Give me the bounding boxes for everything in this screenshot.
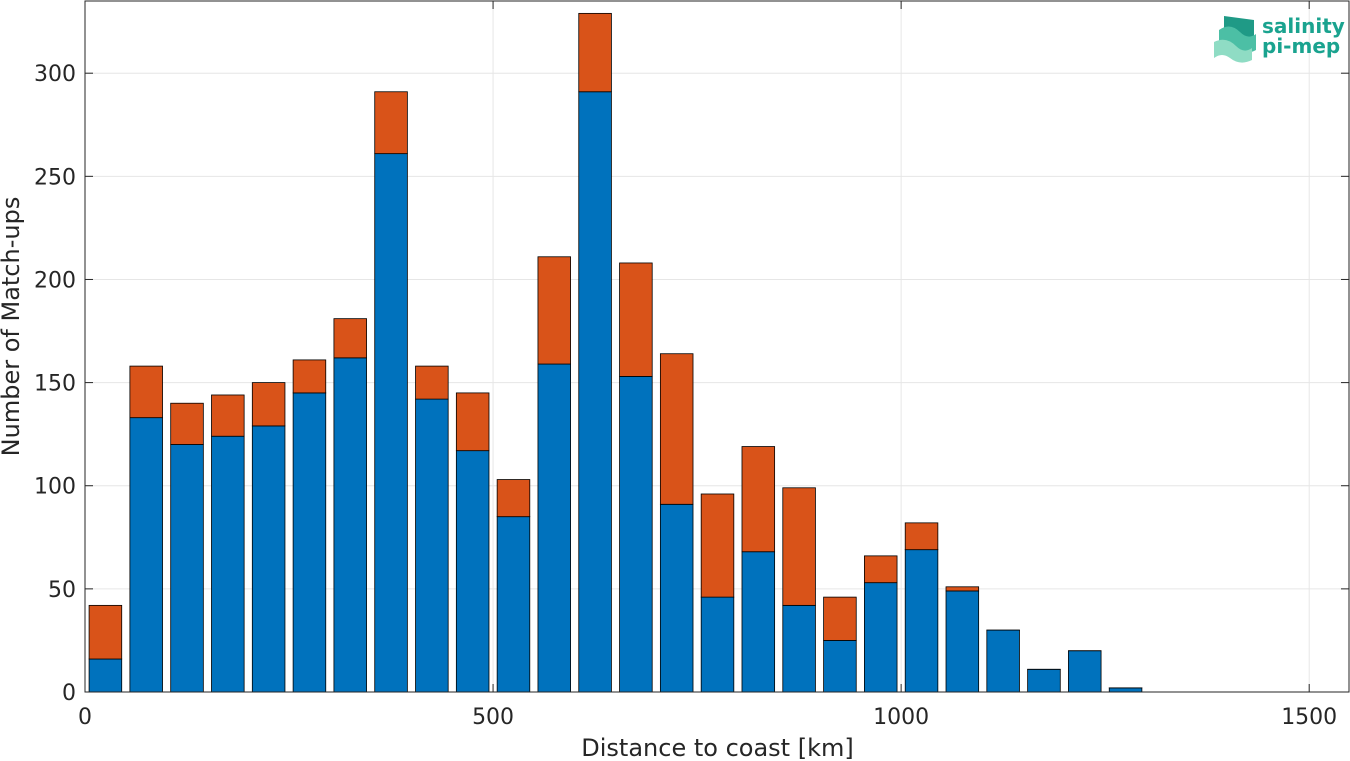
bar-series-1-bin-375 [374,153,408,693]
bar-series-1-bin-1275 [1108,687,1143,693]
bar-series-2-bin-925 [823,596,857,641]
wave-logo-icon [1214,16,1256,63]
bar-series-1-bin-1025 [904,549,939,693]
bar-series-2-bin-25 [88,604,123,660]
bar-series-2-bin-375 [374,91,408,155]
x-tick-label: 500 [472,705,514,730]
bar-series-2-bin-525 [496,479,531,518]
bar-series-1-bin-925 [823,640,857,693]
bar-series-1-bin-1125 [986,629,1020,693]
bar-series-1-bin-325 [333,357,367,693]
y-tick-label: 150 [34,372,76,397]
bar-series-2-bin-225 [251,382,286,427]
bar-series-1-bin-1075 [945,590,980,693]
bar-series-2-bin-575 [537,256,571,365]
bar-series-1-bin-575 [537,363,571,693]
bar-series-1-bin-75 [129,417,163,693]
bar-series-1-bin-225 [251,425,286,693]
bar-series-2-bin-275 [292,359,327,394]
bar-series-2-bin-425 [415,365,449,400]
bar-series-2-bin-975 [864,555,898,584]
bar-series-2-bin-325 [333,318,367,359]
bar-series-2-bin-825 [741,446,776,553]
y-tick-label: 50 [48,578,76,603]
bar-series-1-bin-825 [741,551,776,693]
bar-series-2-bin-1025 [904,522,939,551]
salinity-pi-mep-logo: salinity pi-mep [1214,14,1345,63]
bar-series-1-bin-625 [578,91,612,693]
bar-series-1-bin-525 [496,516,531,693]
x-tick-label: 0 [78,705,92,730]
bar-series-1-bin-875 [782,604,816,693]
x-tick-label: 1000 [873,705,929,730]
bar-series-2-bin-625 [578,12,612,93]
logo-text-salinity: salinity [1262,14,1345,38]
y-tick-label: 250 [34,165,76,190]
y-tick-label: 100 [34,475,76,500]
bar-series-2-bin-775 [700,493,735,598]
bar-series-1-bin-975 [864,582,898,693]
bar-series-1-bin-475 [455,450,490,693]
bar-series-1-bin-175 [211,435,245,693]
x-tick-label: 1500 [1281,705,1337,730]
bar-series-2-bin-725 [659,353,694,505]
bar-series-2-bin-75 [129,365,163,419]
bar-series-2-bin-875 [782,487,816,606]
bar-series-1-bin-275 [292,392,327,693]
bar-series-1-bin-425 [415,398,449,693]
bar-series-1-bin-675 [619,376,653,693]
bar-series-2-bin-675 [619,262,653,377]
axis-ticks: 0 500 1000 1500 0 50 100 150 200 250 300 [34,1,1349,730]
bar-series-2-bin-1075 [945,586,980,592]
bars [88,12,1306,693]
bar-series-1-bin-1225 [1068,650,1102,693]
bar-series-2-bin-125 [170,402,204,445]
logo-text-pi-mep: pi-mep [1262,34,1340,58]
bar-series-1-bin-25 [88,658,123,693]
x-axis-label: Distance to coast [km] [581,734,853,761]
plot-area-border [84,0,1350,693]
y-tick-label: 300 [34,62,76,87]
y-tick-label: 200 [34,268,76,293]
y-axis-label: Number of Match-ups [0,197,25,457]
bar-series-2-bin-475 [455,392,490,452]
bar-series-1-bin-1175 [1027,668,1061,693]
bar-series-1-bin-125 [170,444,204,693]
bar-series-1-bin-775 [700,596,735,693]
bar-series-1-bin-725 [659,503,694,693]
y-tick-label: 0 [62,681,76,706]
bar-series-2-bin-175 [211,394,245,437]
